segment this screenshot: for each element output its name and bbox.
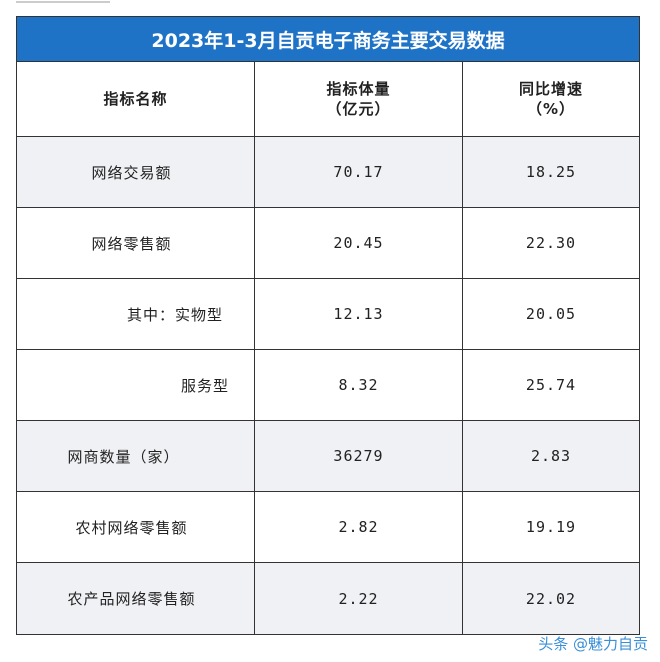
row-label: 网络零售额 <box>17 208 255 278</box>
header-cell: 指标体量 （亿元） <box>255 62 463 136</box>
value-cell: 25.74 <box>525 376 577 394</box>
value-cell: 36279 <box>255 421 463 491</box>
row-label: 农村网络零售额 <box>17 492 255 562</box>
table-row: 服务型 8.32 25.74 <box>17 350 639 421</box>
row-label: 农产品网络零售额 <box>17 563 255 634</box>
value-cell: 19.19 <box>525 518 577 536</box>
value-cell: 12.13 <box>255 279 463 349</box>
table-body: 网络交易额 70.17 18.25 网络零售额 20.45 22.30 其中：实物型 12.1… <box>17 137 639 634</box>
table-row: 网商数量（家） 36279 2.83 <box>17 421 639 492</box>
value-cell: 18.25 <box>525 163 577 181</box>
header-row: 指标名称 指标体量 （亿元） 同比增速 （%） <box>17 62 639 137</box>
row-label: 网商数量（家） <box>17 421 255 491</box>
value-cell: 8.32 <box>255 350 463 420</box>
header-cell: 指标名称 <box>17 62 255 136</box>
table-title: 2023年1-3月自贡电子商务主要交易数据 <box>17 17 639 62</box>
table-row: 农产品网络零售额 2.22 22.02 <box>17 563 639 634</box>
header-cell: 同比增速 （%） <box>518 80 583 118</box>
data-table: 2023年1-3月自贡电子商务主要交易数据 指标名称 指标体量 （亿元） 同比增… <box>16 16 640 635</box>
row-label: 其中：实物型 <box>17 279 255 349</box>
top-line <box>16 1 110 3</box>
table-row: 网络零售额 20.45 22.30 <box>17 208 639 279</box>
value-cell: 2.22 <box>255 563 463 634</box>
table-row: 农村网络零售额 2.82 19.19 <box>17 492 639 563</box>
value-cell: 22.30 <box>525 234 577 252</box>
value-cell: 20.45 <box>255 208 463 278</box>
row-label: 服务型 <box>17 350 255 420</box>
watermark: 头条 @魅力自贡 <box>538 635 648 653</box>
table-row: 其中：实物型 12.13 20.05 <box>17 279 639 350</box>
row-label: 网络交易额 <box>17 137 255 207</box>
value-cell: 2.83 <box>530 447 572 465</box>
value-cell: 2.82 <box>255 492 463 562</box>
table-row: 网络交易额 70.17 18.25 <box>17 137 639 208</box>
value-cell: 22.02 <box>525 589 577 608</box>
value-cell: 70.17 <box>255 137 463 207</box>
value-cell: 20.05 <box>525 305 577 323</box>
